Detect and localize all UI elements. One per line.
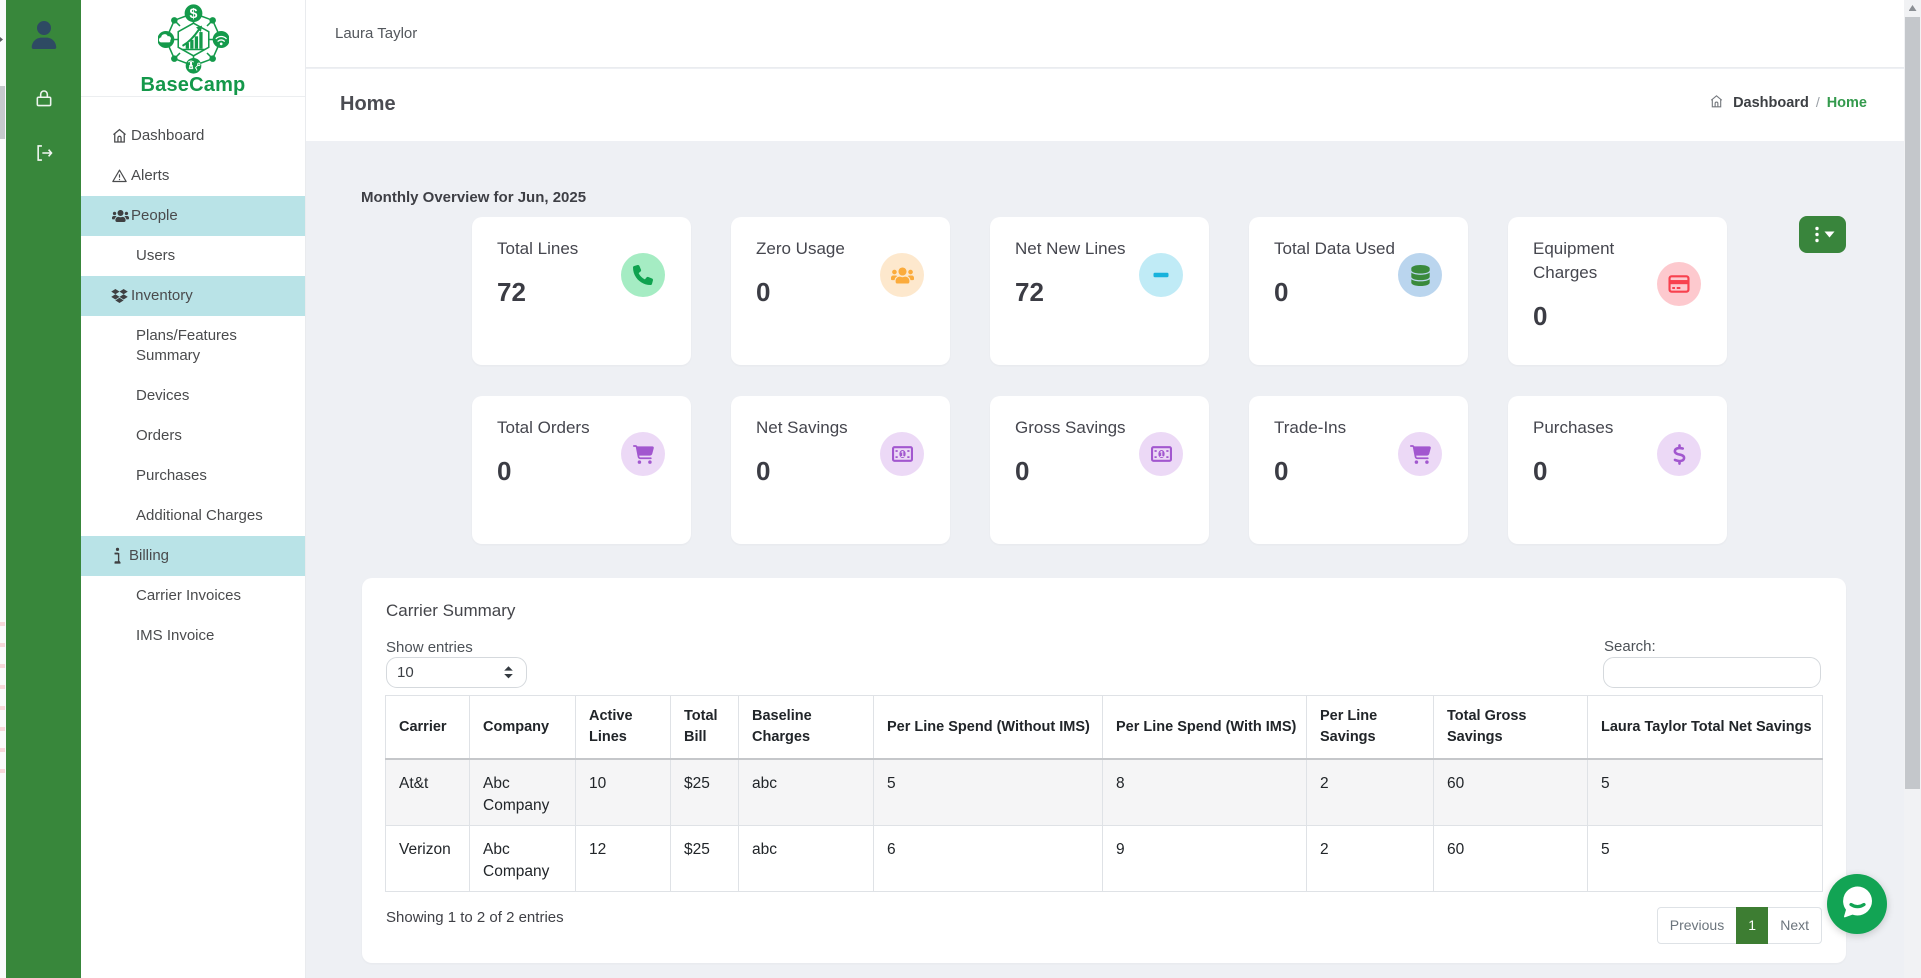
svg-text:1: 1 <box>1159 450 1164 459</box>
svg-text:$: $ <box>189 6 197 22</box>
svg-text:1: 1 <box>900 450 905 459</box>
